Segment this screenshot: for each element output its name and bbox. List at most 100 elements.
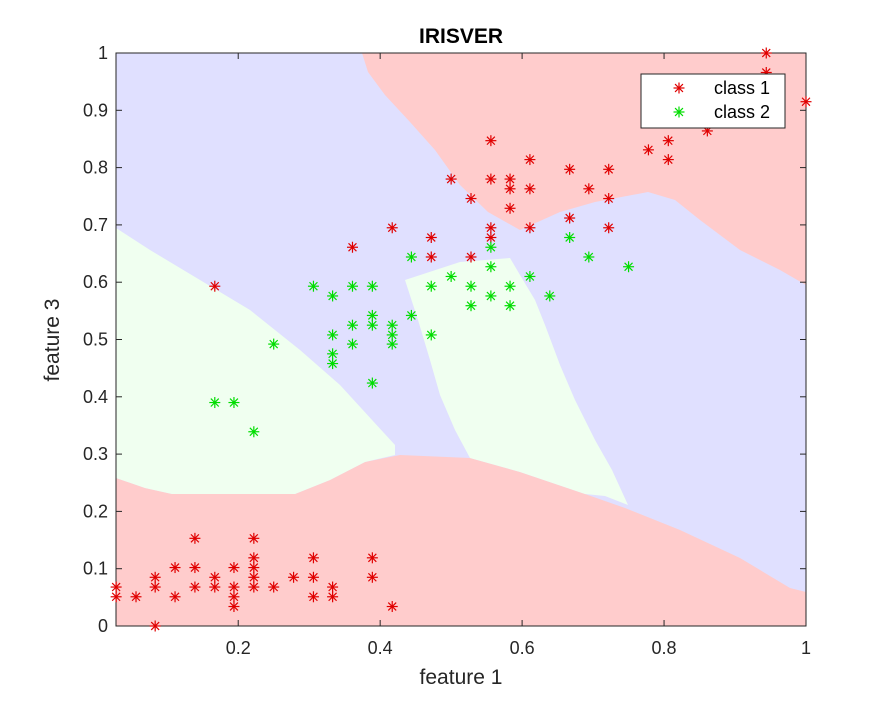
data-point-class1: [564, 163, 576, 175]
data-point-class2: [504, 300, 516, 312]
data-point-class1: [603, 163, 615, 175]
y-tick-label: 1: [98, 43, 108, 63]
data-point-class1: [524, 154, 536, 166]
data-point-class1: [209, 581, 221, 593]
data-point-class2: [327, 348, 339, 360]
data-point-class1: [760, 47, 772, 59]
data-point-class1: [228, 591, 240, 603]
x-axis-ticks: 0.2 0.4 0.6 0.8 1: [226, 53, 811, 658]
data-point-class2: [465, 280, 477, 292]
data-point-class1: [485, 135, 497, 147]
y-tick-label: 0.8: [83, 158, 108, 178]
data-point-class1: [149, 581, 161, 593]
data-point-class2: [405, 251, 417, 263]
data-point-class1: [110, 581, 122, 593]
data-point-class2: [209, 397, 221, 409]
data-point-class2: [485, 290, 497, 302]
decision-regions: [116, 53, 806, 626]
data-point-class1: [288, 571, 300, 583]
x-tick-label: 0.6: [510, 638, 535, 658]
data-point-class1: [504, 173, 516, 185]
data-point-class1: [327, 581, 339, 593]
data-point-class1: [366, 552, 378, 564]
y-tick-label: 0.1: [83, 559, 108, 579]
data-point-class2: [346, 280, 358, 292]
data-point-class1: [465, 193, 477, 205]
data-point-class1: [346, 241, 358, 253]
data-point-class2: [465, 300, 477, 312]
data-point-class2: [327, 329, 339, 341]
y-tick-label: 0.7: [83, 215, 108, 235]
data-point-class2: [623, 261, 635, 273]
data-point-class2: [248, 426, 260, 438]
data-point-class2: [366, 319, 378, 331]
data-point-class1: [169, 591, 181, 603]
data-point-class1: [564, 212, 576, 224]
data-point-class1: [485, 173, 497, 185]
y-tick-label: 0: [98, 616, 108, 636]
data-point-class1: [327, 591, 339, 603]
legend-label: class 1: [714, 78, 770, 98]
data-point-class1: [130, 591, 142, 603]
data-point-class2: [425, 280, 437, 292]
data-point-class2: [445, 270, 457, 282]
data-point-class1: [504, 202, 516, 214]
legend-label: class 2: [714, 102, 770, 122]
data-point-class2: [366, 377, 378, 389]
data-point-class1: [169, 562, 181, 574]
data-point-class1: [583, 183, 595, 195]
data-point-class2: [583, 251, 595, 263]
data-point-class1: [248, 532, 260, 544]
data-point-class2: [544, 290, 556, 302]
data-point-class2: [386, 338, 398, 350]
data-point-class1: [485, 222, 497, 234]
data-point-class2: [524, 270, 536, 282]
data-point-class1: [248, 562, 260, 574]
data-point-class2: [386, 319, 398, 331]
data-point-class1: [189, 562, 201, 574]
data-point-class1: [228, 601, 240, 613]
region-class2-center: [405, 258, 628, 505]
legend-box: [640, 73, 786, 129]
region-class1-bottom: [116, 455, 806, 626]
data-point-class1: [425, 232, 437, 244]
data-point-class2: [386, 329, 398, 341]
y-tick-label: 0.4: [83, 387, 108, 407]
data-point-class1: [524, 183, 536, 195]
data-point-class2: [425, 329, 437, 341]
data-point-class1: [209, 571, 221, 583]
data-point-class2: [327, 290, 339, 302]
y-tick-label: 0.9: [83, 100, 108, 120]
data-point-class2: [327, 358, 339, 370]
data-point-class2: [366, 280, 378, 292]
data-point-class2: [485, 261, 497, 273]
x-tick-label: 0.4: [368, 638, 393, 658]
chart-title: IRISVER: [419, 25, 503, 48]
data-point-class1: [307, 571, 319, 583]
y-tick-label: 0.3: [83, 444, 108, 464]
data-points: [110, 47, 812, 632]
data-point-class1: [268, 581, 280, 593]
data-point-class2: [307, 280, 319, 292]
data-point-class2: [346, 338, 358, 350]
data-point-class1: [149, 571, 161, 583]
data-point-class1: [662, 154, 674, 166]
legend-marker-1: [673, 82, 685, 94]
data-point-class1: [603, 193, 615, 205]
region-class2-left: [116, 228, 395, 494]
y-tick-label: 0.2: [83, 501, 108, 521]
data-point-class1: [149, 620, 161, 632]
data-point-class1: [800, 96, 812, 108]
data-point-class1: [386, 601, 398, 613]
data-point-class1: [189, 532, 201, 544]
y-tick-label: 0.5: [83, 330, 108, 350]
data-point-class1: [445, 173, 457, 185]
data-point-class1: [642, 144, 654, 156]
data-point-class2: [366, 309, 378, 321]
data-point-class1: [228, 562, 240, 574]
data-point-class1: [307, 552, 319, 564]
data-point-class2: [268, 338, 280, 350]
data-point-class1: [209, 280, 221, 292]
data-point-class2: [228, 397, 240, 409]
